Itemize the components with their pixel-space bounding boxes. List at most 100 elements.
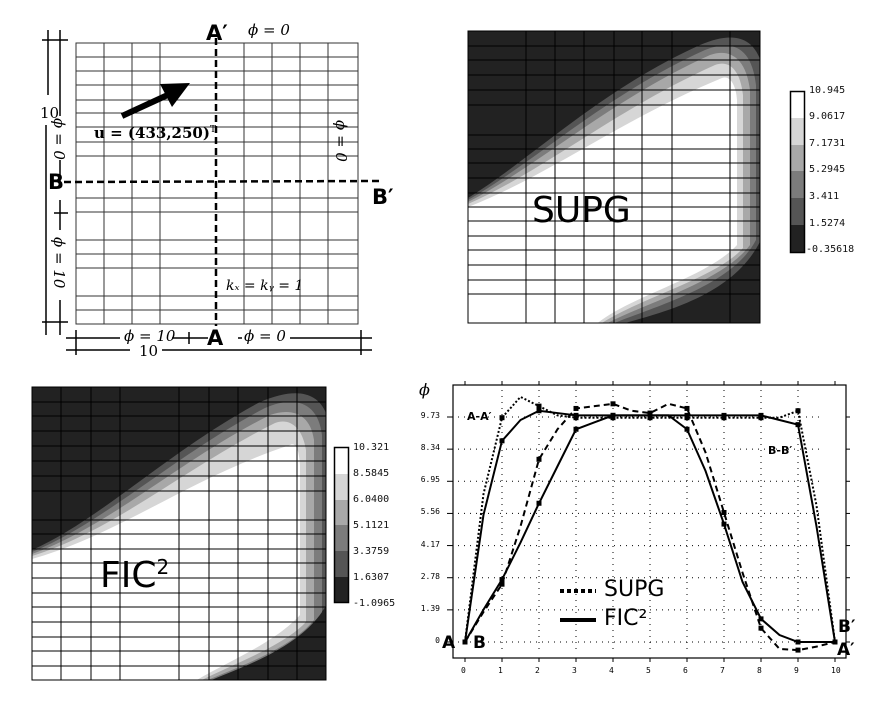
supg-colorbar bbox=[789, 90, 806, 254]
label-b: B bbox=[48, 170, 65, 194]
y-tick-label: 5.56 bbox=[420, 507, 440, 517]
data-point-marker bbox=[499, 438, 505, 444]
bc-top: ϕ = 0 bbox=[248, 21, 290, 39]
data-point-marker bbox=[499, 577, 505, 583]
conductivity-label: kₓ = kᵧ = 1 bbox=[226, 278, 304, 294]
data-point-marker bbox=[684, 412, 690, 418]
diagram-svg bbox=[42, 30, 381, 355]
data-point-marker bbox=[647, 412, 653, 418]
data-point-marker bbox=[462, 639, 468, 645]
data-point-marker bbox=[536, 403, 542, 409]
bc-bottom-left: ϕ = 10 bbox=[124, 327, 176, 345]
supg-title: SUPG bbox=[532, 190, 631, 231]
fic-legend-label-0: 10.321 bbox=[353, 442, 390, 453]
x-tick-label: 4 bbox=[609, 666, 614, 675]
chart-ticks bbox=[447, 381, 850, 662]
velocity-label: u = (433,250)T bbox=[94, 124, 216, 142]
x-tick-label: 9 bbox=[794, 666, 799, 675]
fic-legend-label-5: 1.6307 bbox=[353, 572, 390, 583]
y-tick-label: 9.73 bbox=[420, 411, 440, 420]
fic-legend-label-6: -1.0965 bbox=[353, 598, 396, 609]
data-point-marker bbox=[573, 405, 579, 411]
y-tick-label: 4.17 bbox=[420, 539, 440, 549]
label-b-prime: B′ bbox=[372, 185, 394, 209]
y-axis-label: ϕ bbox=[419, 380, 430, 399]
supg-legend-label-1: 9.0617 bbox=[809, 111, 846, 122]
data-point-marker bbox=[795, 647, 801, 653]
data-point-marker bbox=[536, 456, 542, 462]
x-tick-label: 7 bbox=[720, 666, 725, 675]
data-point-marker bbox=[536, 408, 542, 414]
data-point-marker bbox=[758, 616, 764, 622]
supg-legend-label-0: 10.945 bbox=[809, 85, 846, 96]
legend-swatches bbox=[560, 589, 596, 622]
fic-title-superscript: 2 bbox=[156, 555, 170, 579]
fic-contour-svg bbox=[31, 386, 350, 681]
bc-bottom-right: ϕ = 0 bbox=[244, 327, 286, 345]
section-line-b bbox=[63, 179, 381, 184]
fic-legend-label-1: 8.5845 bbox=[353, 468, 390, 479]
y-tick-label: 8.34 bbox=[420, 443, 440, 453]
velocity-transpose: T bbox=[209, 125, 216, 135]
supg-legend-label-4: 3.411 bbox=[809, 191, 840, 202]
height-dim-label: 10 bbox=[40, 104, 60, 122]
supg-contour-panel: SUPG 10.945 9.0617 7.1731 5.2945 3.411 1… bbox=[467, 30, 854, 324]
left-dimension bbox=[42, 30, 68, 335]
width-dim-label: 10 bbox=[139, 342, 159, 360]
annotation-b-b-prime: B-B′ bbox=[768, 444, 793, 457]
data-point-marker bbox=[684, 405, 690, 411]
label-b-prime-end: B′ bbox=[838, 617, 856, 637]
data-point-marker bbox=[795, 639, 801, 645]
problem-diagram: A′ ϕ = 0 u = (433,250)T ϕ = 0 10 ϕ = 0 B… bbox=[0, 0, 420, 360]
legend-label-supg: SUPG bbox=[604, 577, 665, 602]
legend-label-fic: FIC² bbox=[604, 606, 648, 631]
data-point-marker bbox=[610, 401, 616, 407]
data-point-marker bbox=[721, 412, 727, 418]
label-a-bottom: A bbox=[207, 326, 224, 350]
x-tick-label: 8 bbox=[757, 666, 762, 675]
x-tick-label: 10 bbox=[831, 666, 841, 675]
supg-contour-svg bbox=[467, 30, 806, 324]
fic-legend-label-2: 6.0400 bbox=[353, 494, 390, 505]
data-point-marker bbox=[758, 625, 764, 631]
x-tick-label: 2 bbox=[535, 666, 540, 675]
x-tick-label: 3 bbox=[572, 666, 577, 675]
fic-title-text: FIC bbox=[100, 555, 157, 596]
data-point-marker bbox=[610, 412, 616, 418]
supg-legend-label-2: 7.1731 bbox=[809, 138, 846, 149]
data-point-marker bbox=[684, 426, 690, 432]
supg-legend-label-3: 5.2945 bbox=[809, 164, 846, 175]
fic-title: FIC2 bbox=[100, 555, 169, 596]
data-point-marker bbox=[795, 422, 801, 428]
supg-legend-label-5: 1.5274 bbox=[809, 218, 846, 229]
x-tick-label: 1 bbox=[498, 666, 503, 675]
y-tick-label: 6.95 bbox=[420, 475, 440, 485]
fic-legend-label-4: 3.3759 bbox=[353, 546, 390, 557]
x-tick-label: 6 bbox=[683, 666, 688, 675]
bottom-dimension bbox=[66, 330, 372, 355]
y-tick-label: 0 bbox=[435, 636, 440, 645]
fic-contour-panel: FIC2 10.321 8.5845 6.0400 5.1121 3.3759 … bbox=[0, 360, 420, 716]
data-point-marker bbox=[499, 415, 505, 421]
fic-mesh bbox=[31, 386, 327, 681]
label-a-start: A bbox=[442, 633, 456, 653]
velocity-arrow-icon bbox=[120, 83, 190, 119]
y-tick-label: 1.39 bbox=[420, 603, 440, 613]
data-point-marker bbox=[721, 510, 727, 516]
label-a-prime-top: A′ bbox=[206, 21, 228, 45]
label-b-start: B bbox=[473, 633, 486, 653]
x-tick-label: 5 bbox=[646, 666, 651, 675]
data-point-marker bbox=[721, 521, 727, 527]
data-point-marker bbox=[573, 426, 579, 432]
y-tick-label: 2.78 bbox=[420, 571, 440, 581]
chart-legend: SUPG FIC² bbox=[558, 577, 698, 639]
data-point-marker bbox=[573, 412, 579, 418]
label-a-prime-end: A′ bbox=[837, 640, 855, 660]
annotation-a-a-prime: A-A′ bbox=[467, 410, 492, 423]
fic-colorbar bbox=[333, 446, 350, 604]
data-point-marker bbox=[536, 500, 542, 506]
data-point-marker bbox=[832, 639, 838, 645]
data-point-marker bbox=[499, 581, 505, 587]
